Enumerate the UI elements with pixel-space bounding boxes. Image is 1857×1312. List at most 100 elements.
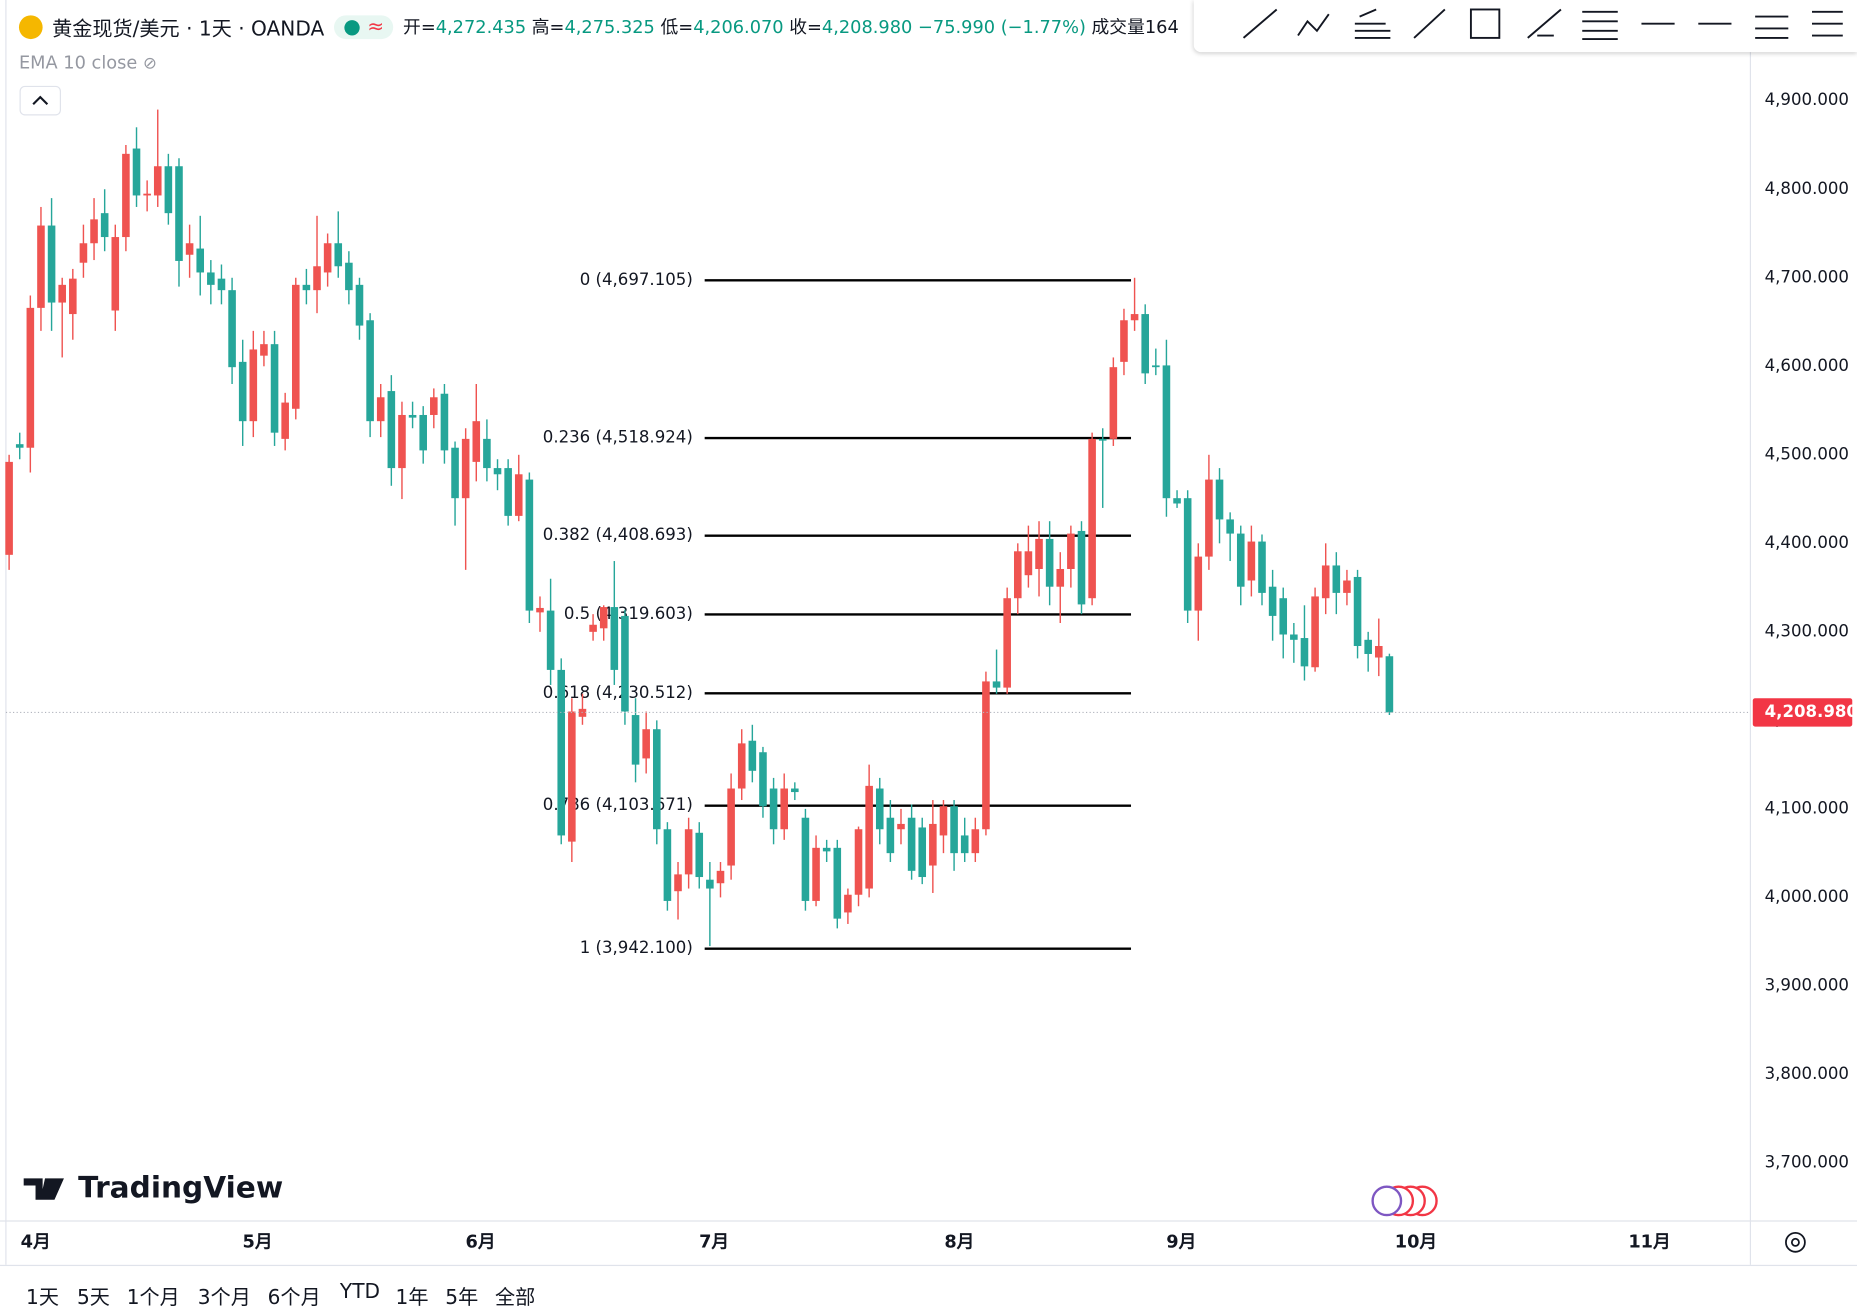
ohlc-value: 4,206.070 bbox=[693, 16, 784, 38]
candle-body bbox=[769, 788, 778, 830]
y-tick-label: 3,700.000 bbox=[1765, 1152, 1849, 1171]
candle-body bbox=[854, 829, 863, 895]
candle-body bbox=[79, 243, 88, 263]
tool[interactable] bbox=[1242, 8, 1278, 39]
candle-body bbox=[1205, 479, 1213, 557]
candle-body bbox=[674, 874, 682, 892]
x-tick-label: 8月 bbox=[944, 1231, 974, 1252]
period-button[interactable]: 1个月 bbox=[126, 1286, 180, 1310]
candle-body bbox=[1056, 568, 1065, 587]
period-button[interactable]: 5年 bbox=[445, 1286, 479, 1310]
candle-body bbox=[514, 474, 523, 516]
tool[interactable] bbox=[1354, 8, 1391, 39]
candle-body bbox=[812, 847, 820, 901]
x-tick-label: 10月 bbox=[1395, 1231, 1437, 1252]
tool[interactable] bbox=[1582, 10, 1618, 41]
candle-body bbox=[875, 788, 884, 830]
candle-body bbox=[47, 225, 56, 303]
candle-body bbox=[950, 806, 958, 854]
candle-body bbox=[1173, 498, 1181, 504]
volume: 成交量164 bbox=[1091, 16, 1179, 38]
tool-icons bbox=[1242, 8, 1843, 41]
ohlc-label: 开= bbox=[403, 16, 436, 38]
candle-body bbox=[631, 715, 640, 765]
candle-body bbox=[185, 243, 194, 255]
candle-body bbox=[1375, 646, 1383, 658]
fib-label: 0.236 (4,518.924) bbox=[543, 428, 693, 447]
y-tick-label: 4,400.000 bbox=[1765, 533, 1849, 552]
candle-body bbox=[430, 397, 438, 415]
bottom-toolbar: 1天 5天 1个月 3个月 6个月 YTD 1年 5年 全部 bbox=[0, 1264, 1857, 1312]
candle-body bbox=[1109, 367, 1118, 439]
fib-label: 0 (4,697.105) bbox=[580, 270, 693, 289]
ohlc-label: 低= bbox=[660, 16, 694, 38]
candle-body bbox=[684, 829, 693, 875]
candle-body bbox=[291, 284, 300, 409]
settings-icon[interactable] bbox=[1785, 1231, 1806, 1253]
y-tick-label: 4,700.000 bbox=[1765, 267, 1849, 286]
tool[interactable] bbox=[1469, 8, 1501, 39]
period-button[interactable]: 3个月 bbox=[197, 1286, 251, 1310]
candle-body bbox=[1311, 596, 1319, 668]
tool[interactable] bbox=[1811, 10, 1843, 37]
candle-body bbox=[281, 402, 289, 439]
candle-body bbox=[472, 421, 481, 462]
logo: TradingView bbox=[23, 1171, 283, 1205]
candle-body bbox=[748, 740, 757, 771]
period-button[interactable]: 1年 bbox=[395, 1286, 429, 1310]
candle-body bbox=[865, 785, 873, 889]
collapse-icon bbox=[32, 95, 49, 105]
x-tick-label: 11月 bbox=[1628, 1231, 1670, 1252]
candle-body bbox=[557, 669, 566, 836]
candle-body bbox=[504, 468, 512, 516]
candle-body bbox=[1236, 533, 1245, 587]
candle-body bbox=[355, 284, 364, 326]
candle-body bbox=[589, 624, 597, 632]
candle-body bbox=[37, 225, 45, 308]
flag-icons bbox=[1371, 1185, 1438, 1217]
candle-body bbox=[1077, 530, 1086, 605]
candle-body bbox=[207, 272, 215, 285]
candle-body bbox=[1226, 519, 1234, 534]
collapse-button[interactable] bbox=[19, 85, 61, 116]
ohlc-value: 4,275.325 bbox=[564, 16, 655, 38]
period-button[interactable]: 全部 bbox=[495, 1286, 536, 1310]
tool[interactable] bbox=[1413, 8, 1446, 39]
period-button[interactable]: 6个月 bbox=[267, 1286, 321, 1310]
candle-body bbox=[1035, 538, 1043, 569]
candle-body bbox=[1332, 565, 1341, 593]
indicator-label: EMA 10 close bbox=[18, 52, 138, 74]
candle-body bbox=[599, 607, 608, 629]
candle-body bbox=[440, 393, 449, 451]
candle-body bbox=[323, 243, 332, 273]
x-tick-label: 6月 bbox=[465, 1231, 495, 1252]
candle-body bbox=[822, 847, 831, 852]
fib-label: 0.786 (4,103.671) bbox=[543, 795, 693, 814]
candle-body bbox=[1088, 438, 1096, 599]
tool[interactable] bbox=[1527, 8, 1562, 39]
candle-body bbox=[1215, 479, 1224, 520]
change: −75.990 (−1.77%) bbox=[918, 16, 1086, 38]
candle-body bbox=[844, 894, 852, 913]
candle-body bbox=[122, 153, 130, 238]
ohlc-value: 4,272.435 bbox=[435, 16, 527, 38]
candle-body bbox=[907, 817, 916, 871]
y-tick-label: 4,000.000 bbox=[1765, 887, 1849, 906]
ohlc-value: 4,208.980 bbox=[821, 16, 913, 38]
candle-body bbox=[1353, 576, 1362, 647]
status-badge[interactable]: ● ≈ bbox=[333, 14, 394, 39]
tool[interactable] bbox=[1755, 15, 1789, 39]
candle-body bbox=[90, 219, 98, 244]
x-tick-label: 4月 bbox=[21, 1231, 51, 1252]
candle-body bbox=[1290, 634, 1298, 640]
candle-body bbox=[568, 711, 576, 842]
candle-body bbox=[270, 344, 279, 433]
period-button[interactable]: 1天 bbox=[26, 1286, 60, 1310]
candle-body bbox=[69, 278, 77, 315]
period-button[interactable]: 5天 bbox=[76, 1286, 110, 1310]
candle-body bbox=[1300, 638, 1309, 667]
candle-body bbox=[971, 829, 980, 854]
candle-body bbox=[1385, 656, 1394, 713]
tool[interactable] bbox=[1297, 13, 1330, 37]
period-button[interactable]: YTD bbox=[339, 1280, 380, 1304]
